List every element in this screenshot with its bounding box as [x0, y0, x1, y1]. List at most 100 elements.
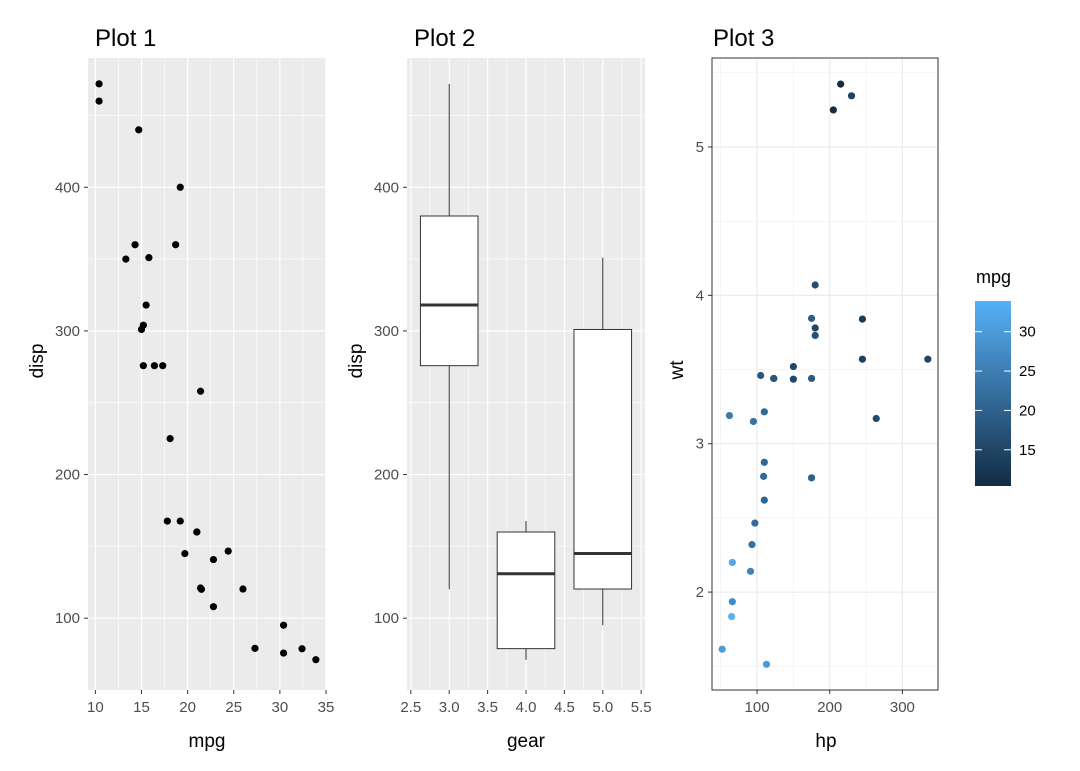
- data-point: [746, 567, 755, 575]
- data-point: [312, 656, 320, 664]
- data-point: [789, 375, 797, 383]
- y-tick-label: 300: [374, 323, 399, 340]
- data-point: [95, 80, 103, 88]
- data-point: [760, 458, 768, 466]
- legend-tick-label: 20: [1019, 402, 1036, 419]
- legend-color-bar: [975, 301, 1011, 486]
- data-point: [811, 324, 819, 332]
- data-point: [807, 374, 816, 383]
- data-point: [760, 496, 768, 504]
- box-gear-3: [419, 83, 479, 590]
- data-point: [193, 528, 201, 536]
- data-point: [847, 92, 856, 100]
- y-tick-label: 300: [55, 323, 80, 340]
- x-tick-label: 3.0: [439, 699, 460, 716]
- data-point: [159, 362, 167, 370]
- data-point: [163, 517, 171, 525]
- plot-1-y-axis-label: disp: [27, 344, 48, 379]
- plot-1-x-axis-label: mpg: [189, 731, 226, 752]
- data-point: [279, 621, 288, 629]
- data-point: [279, 649, 288, 657]
- data-point: [858, 315, 867, 323]
- data-point: [224, 547, 232, 555]
- data-point: [770, 374, 778, 383]
- x-tick-label: 4.5: [554, 699, 575, 716]
- plot-1-panel-background: [88, 58, 326, 690]
- x-tick-label: 25: [225, 699, 242, 716]
- plot-3-panel-border: [711, 57, 939, 691]
- y-tick-label: 200: [55, 467, 80, 484]
- box-gear-4: [496, 521, 556, 660]
- x-tick-label: 5.5: [631, 699, 652, 716]
- legend-tick-label: 25: [1019, 363, 1036, 380]
- y-tick-label: 200: [374, 467, 399, 484]
- x-tick-label: 20: [179, 699, 196, 716]
- y-tick-label: 4: [696, 287, 704, 304]
- data-point: [762, 660, 771, 668]
- x-tick-label: 15: [133, 699, 150, 716]
- data-point: [172, 241, 180, 249]
- data-point: [811, 331, 819, 340]
- data-point: [181, 549, 189, 558]
- y-tick-label: 400: [55, 179, 80, 196]
- data-point: [829, 106, 837, 114]
- data-point: [166, 435, 174, 443]
- x-tick-label: 30: [272, 699, 289, 716]
- data-point: [298, 645, 306, 653]
- data-point: [176, 183, 184, 191]
- plot-2-title: Plot 2: [414, 25, 475, 52]
- data-point: [858, 355, 867, 363]
- plot-1-title: Plot 1: [95, 25, 156, 52]
- data-point: [924, 355, 932, 363]
- x-tick-label: 2.5: [400, 699, 421, 716]
- x-tick-label: 10: [87, 699, 104, 716]
- color-legend: mpg 15 20 25 30: [975, 267, 1036, 486]
- data-point: [749, 417, 758, 426]
- plot-3-title: Plot 3: [713, 25, 774, 52]
- plot-2-y-axis-label: disp: [346, 344, 367, 379]
- data-point: [142, 301, 150, 309]
- data-point: [759, 472, 768, 480]
- legend-title: mpg: [976, 267, 1011, 287]
- y-tick-label: 100: [55, 610, 80, 627]
- data-point: [135, 126, 143, 134]
- data-point: [751, 519, 759, 527]
- plot-2-x-axis-label: gear: [507, 731, 546, 752]
- plot-3-x-axis-label: hp: [815, 731, 836, 752]
- data-point: [725, 411, 734, 420]
- data-point: [789, 362, 797, 371]
- data-point: [757, 371, 765, 380]
- data-point: [718, 645, 726, 653]
- data-point: [728, 598, 736, 606]
- interquartile-box: [573, 328, 633, 590]
- plot-2: Plot 2 2.5 3.0 3.5 4.0 4.5 5.0 5.5 100 200 300 40…: [346, 25, 652, 752]
- data-point: [209, 603, 218, 611]
- y-tick-label: 3: [696, 436, 704, 453]
- data-point: [145, 254, 153, 262]
- data-point: [807, 314, 816, 322]
- x-tick-label: 4.0: [516, 699, 537, 716]
- data-point: [139, 362, 147, 370]
- legend-tick-label: 30: [1019, 324, 1036, 341]
- legend-tick-label: 15: [1019, 442, 1036, 459]
- data-point: [196, 584, 205, 592]
- data-point: [872, 414, 880, 423]
- data-point: [137, 325, 146, 334]
- x-tick-label: 3.5: [477, 699, 498, 716]
- data-point: [95, 97, 103, 105]
- data-point: [239, 585, 247, 593]
- data-point: [176, 517, 184, 525]
- x-tick-label: 200: [817, 699, 842, 716]
- x-tick-label: 5.0: [592, 699, 613, 716]
- x-tick-label: 35: [318, 699, 335, 716]
- data-point: [837, 80, 845, 88]
- data-point: [196, 387, 205, 395]
- data-point: [131, 241, 139, 249]
- y-tick-label: 400: [374, 179, 399, 196]
- y-tick-label: 100: [374, 610, 399, 627]
- data-point: [760, 408, 768, 416]
- plot-1: Plot 1 10 15 20 25 30 35 100 200 300 400 mpg dis…: [27, 25, 334, 752]
- data-point: [748, 541, 756, 549]
- data-point: [251, 644, 259, 652]
